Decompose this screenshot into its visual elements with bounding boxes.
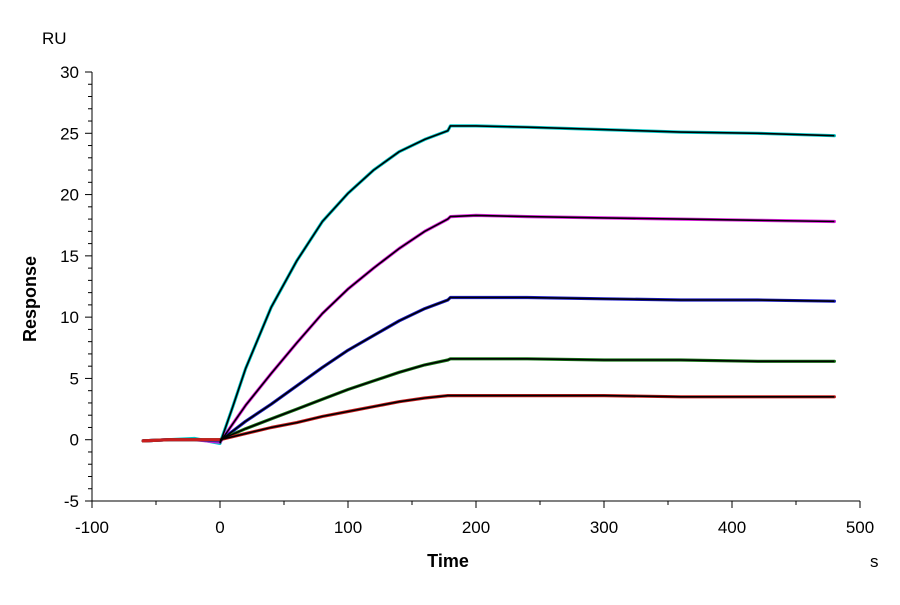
x-axis-title: Time bbox=[427, 551, 469, 571]
data-series-2 bbox=[141, 213, 836, 444]
x-tick-label: 500 bbox=[846, 518, 874, 537]
x-unit-label: s bbox=[870, 552, 879, 571]
y-tick-label: 15 bbox=[60, 247, 79, 266]
fit-curve-3 bbox=[219, 296, 835, 442]
x-tick-label: 100 bbox=[334, 518, 362, 537]
y-axis-title: Response bbox=[20, 256, 40, 342]
y-tick-label: 10 bbox=[60, 308, 79, 327]
x-tick-label: 400 bbox=[718, 518, 746, 537]
fit-curve-2 bbox=[219, 214, 835, 443]
y-tick-label: 25 bbox=[60, 124, 79, 143]
plot-area bbox=[141, 124, 836, 445]
y-tick-label: 0 bbox=[70, 431, 79, 450]
x-tick-label: 200 bbox=[462, 518, 490, 537]
fit-curve-1 bbox=[219, 125, 835, 444]
y-unit-label: RU bbox=[42, 29, 67, 48]
y-tick-label: 20 bbox=[60, 186, 79, 205]
x-tick-label: 300 bbox=[590, 518, 618, 537]
axes: -5 0 5 10 15 20 25 30 -100 0 100 200 300 400 500 bbox=[60, 63, 874, 537]
y-tick-label: -5 bbox=[64, 492, 79, 511]
y-tick-label: 5 bbox=[70, 369, 79, 388]
fit-curve-5 bbox=[219, 394, 835, 441]
x-tick-label: 0 bbox=[215, 518, 224, 537]
x-tick-label: -100 bbox=[75, 518, 109, 537]
fit-curve-4 bbox=[219, 358, 835, 441]
y-tick-label: 30 bbox=[60, 63, 79, 82]
